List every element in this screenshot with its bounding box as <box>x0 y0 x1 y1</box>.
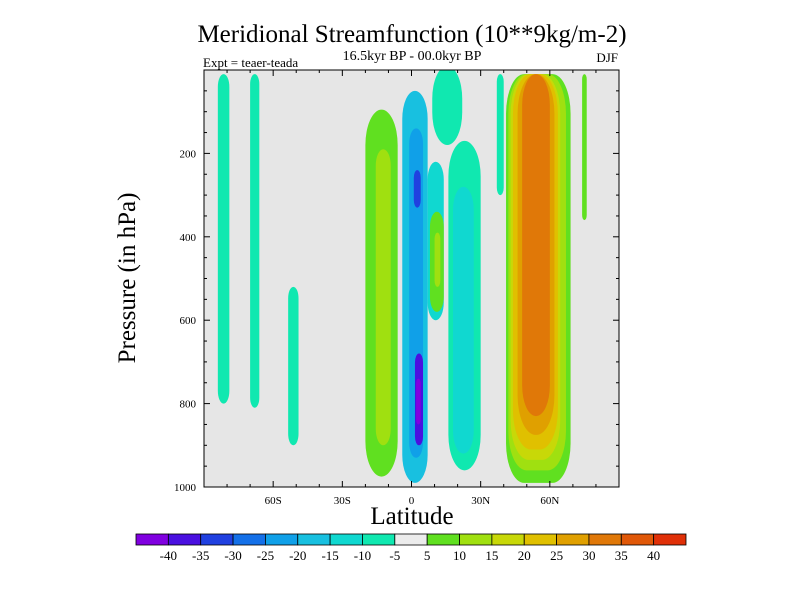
colorbar-label: -5 <box>389 548 400 563</box>
colorbar-swatch <box>556 533 590 546</box>
chart-subtitle: 16.5kyr BP - 00.0kyr BP <box>343 49 482 64</box>
colorbar-swatch <box>653 533 687 546</box>
colorbar-label: -30 <box>224 548 241 563</box>
contour-neg-tropics-b <box>453 186 474 454</box>
x-tick-label: 0 <box>409 495 415 507</box>
colorbar-swatch <box>426 533 460 546</box>
y-tick-label: 200 <box>180 148 197 160</box>
colorbar-label: -20 <box>289 548 306 563</box>
x-tick-label: 30N <box>471 495 490 507</box>
colorbar-label: -35 <box>192 548 209 563</box>
colorbar-swatch <box>362 533 396 546</box>
colorbar-swatch <box>200 533 234 546</box>
contour-neg-core-upper <box>413 170 421 208</box>
experiment-label: Expt = teaer-teada <box>203 55 298 70</box>
y-axis-label: Pressure (in hPa) <box>114 193 141 364</box>
x-tick-label: 30S <box>334 495 351 507</box>
x-tick-label: 60N <box>540 495 559 507</box>
y-axis-ticks: 200 400 600 800 1000 <box>174 90 619 494</box>
contour-neg-core-lower-deep <box>416 378 421 425</box>
colorbar-swatch <box>459 533 493 546</box>
contour-nh-band-thin <box>496 74 504 196</box>
colorbar-swatch <box>491 533 525 546</box>
contour-sh-band-1 <box>217 74 230 404</box>
x-axis-label: Latitude <box>370 503 453 530</box>
colorbar-label: 20 <box>518 548 531 563</box>
colorbar-label: 25 <box>550 548 563 563</box>
colorbar-swatch <box>588 533 622 546</box>
colorbar-label: 30 <box>582 548 595 563</box>
colorbar-swatch <box>135 533 169 546</box>
colorbar: -40 -35 -30 -25 -20 -15 -10 -5 5 10 15 20 25 30 35 40 <box>135 533 687 563</box>
colorbar-swatch <box>232 533 266 546</box>
season-label: DJF <box>596 50 618 65</box>
y-tick-label: 400 <box>180 232 197 244</box>
contour-neg-top-tropics <box>432 70 463 146</box>
colorbar-label: -40 <box>160 548 177 563</box>
colorbar-swatch <box>394 533 428 546</box>
colorbar-label: 15 <box>485 548 498 563</box>
colorbar-label: 35 <box>615 548 628 563</box>
colorbar-swatch <box>297 533 331 546</box>
colorbar-label: 10 <box>453 548 466 563</box>
colorbar-swatch <box>265 533 299 546</box>
colorbar-label: -25 <box>257 548 274 563</box>
x-axis-ticks: 60S 30S 0 30N 60N <box>226 70 597 507</box>
colorbar-swatch <box>329 533 363 546</box>
colorbar-swatch <box>523 533 557 546</box>
colorbar-label: 5 <box>424 548 431 563</box>
x-tick-label: 60S <box>265 495 282 507</box>
y-tick-label: 600 <box>180 315 197 327</box>
contour-sh-band-3 <box>288 286 299 446</box>
chart-title: Meridional Streamfunction (10**9kg/m-2) <box>197 21 626 48</box>
colorbar-swatch <box>167 533 202 546</box>
contour-field <box>217 70 587 483</box>
colorbar-label: 40 <box>647 548 660 563</box>
y-tick-label: 1000 <box>174 482 197 494</box>
contour-nh-band-right <box>582 74 587 221</box>
contour-pos-small-core <box>434 232 441 287</box>
colorbar-label: -15 <box>321 548 338 563</box>
y-tick-label: 800 <box>180 399 197 411</box>
colorbar-label: -10 <box>354 548 371 563</box>
contour-sh-band-2 <box>250 74 260 408</box>
contour-nh-cell-l6 <box>522 74 550 417</box>
contour-sh-cell-inner <box>375 149 391 446</box>
colorbar-swatch <box>620 533 655 546</box>
